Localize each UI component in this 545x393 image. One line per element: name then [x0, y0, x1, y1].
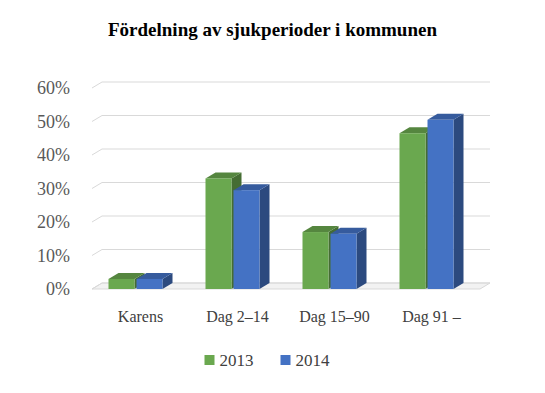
grid-line	[92, 82, 490, 88]
bar-top	[206, 172, 242, 178]
chart-svg: Fördelning av sjukperioder i kommunen 0% 1…	[0, 0, 545, 393]
bar-top	[331, 228, 367, 234]
bar	[234, 190, 260, 289]
legend-label: 2013	[220, 351, 254, 370]
x-tick-label: Dag 15–90	[299, 308, 370, 326]
chart-title: Fördelning av sjukperioder i kommunen	[108, 19, 437, 40]
bar-top	[234, 184, 270, 190]
y-tick-label: 0%	[46, 279, 70, 299]
background	[0, 0, 545, 393]
legend-swatch	[281, 355, 291, 365]
bars	[109, 114, 464, 289]
y-tick-label: 40%	[37, 145, 70, 165]
bar-side	[357, 228, 367, 289]
chart-container: Fördelning av sjukperioder i kommunen 0% 1…	[0, 0, 545, 393]
y-tick-label: 60%	[37, 78, 70, 98]
y-tick-label: 30%	[37, 179, 70, 199]
y-tick-label: 50%	[37, 112, 70, 132]
y-tick-label: 20%	[37, 212, 70, 232]
bar-top	[137, 273, 173, 279]
bar	[400, 133, 426, 289]
bar	[303, 232, 329, 289]
x-tick-label: Karens	[118, 308, 163, 325]
x-tick-label: Dag 91 –	[402, 308, 462, 326]
bar-side	[260, 184, 270, 289]
y-tick-label: 10%	[37, 246, 70, 266]
bar-top	[303, 226, 339, 232]
bar	[331, 234, 357, 289]
legend-swatch	[205, 355, 215, 365]
legend-label: 2014	[296, 351, 331, 370]
bar	[428, 120, 454, 289]
bar-side	[454, 114, 464, 289]
bar-top	[428, 114, 464, 120]
bar	[206, 178, 232, 289]
bar	[109, 279, 135, 289]
bar	[137, 279, 163, 289]
x-tick-label: Dag 2–14	[206, 308, 269, 326]
